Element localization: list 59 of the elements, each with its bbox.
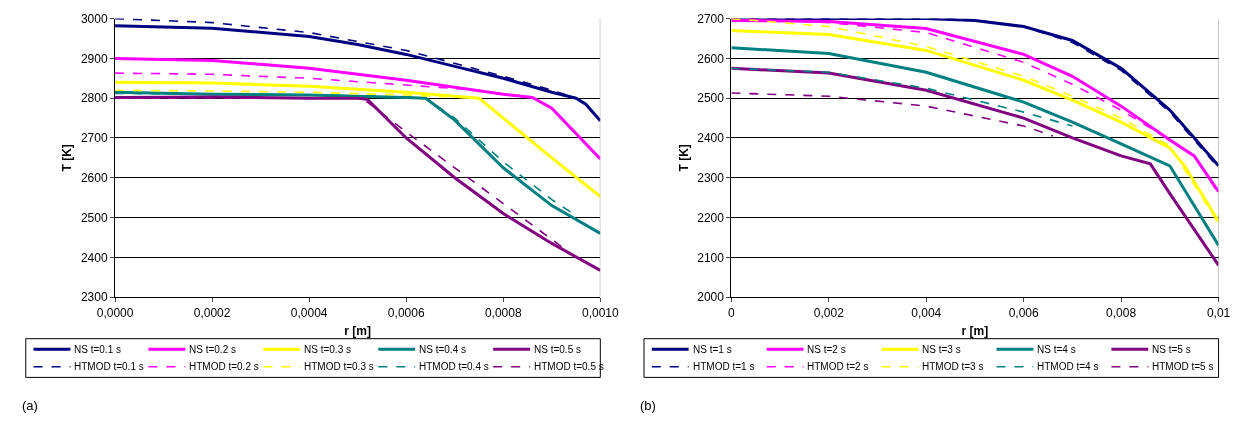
legend-label: NS t=2 s (807, 344, 846, 355)
y-axis-title: T [K] (676, 144, 691, 172)
y-tick-label: 2300 (697, 170, 725, 185)
legend-label: NS t=5 s (1152, 344, 1191, 355)
legend-label: NS t=0.4 s (419, 344, 466, 355)
legend-label: NS t=0.3 s (304, 344, 351, 355)
x-tick-label: 0 (728, 305, 735, 320)
legend-label: NS t=0.1 s (74, 344, 121, 355)
legend-label: NS t=4 s (1037, 344, 1076, 355)
y-tick-label: 2300 (80, 290, 108, 305)
x-tick-label: 0,0010 (581, 305, 619, 320)
y-tick-label: 2600 (697, 51, 725, 66)
x-axis-title: r [m] (961, 324, 989, 339)
line-series (731, 66, 1219, 267)
legend-label: HTMOD t=5 s (1152, 361, 1214, 372)
line-series (115, 80, 601, 198)
legend-label: HTMOD t=4 s (1037, 361, 1099, 372)
y-axis-title: T [K] (60, 144, 75, 172)
legend-label: HTMOD t=1 s (693, 361, 755, 372)
line-series (731, 92, 1054, 137)
legend-label: HTMOD t=0.3 s (304, 361, 374, 372)
y-tick-label: 2700 (80, 131, 108, 146)
legend-label: HTMOD t=0.1 s (74, 361, 144, 372)
x-tick-label: 0,0002 (193, 305, 231, 320)
legend-label: HTMOD t=2 s (807, 361, 869, 372)
legend-label: NS t=1 s (693, 344, 732, 355)
x-tick-label: 0,0006 (387, 305, 425, 320)
legend-label: NS t=0.5 s (534, 344, 581, 355)
legend-label: HTMOD t=0.5 s (534, 361, 604, 372)
line-series (731, 46, 1219, 247)
y-tick-label: 3000 (80, 11, 108, 26)
y-tick-label: 2800 (80, 91, 108, 106)
line-series (115, 56, 601, 161)
y-tick-label: 2700 (697, 11, 725, 26)
x-tick-label: 0,006 (1008, 305, 1040, 320)
x-tick-label: 0,008 (1106, 305, 1137, 320)
text: (b) (640, 398, 656, 413)
y-tick-label: 2100 (697, 250, 725, 265)
x-tick-label: 0,004 (911, 305, 942, 320)
legend-label: NS t=3 s (922, 344, 961, 355)
legend-label: HTMOD t=0.4 s (419, 361, 489, 372)
y-tick-label: 2400 (80, 250, 108, 265)
x-tick-label: 0,0004 (290, 305, 328, 320)
y-tick-label: 2000 (697, 290, 725, 305)
y-tick-label: 2600 (80, 170, 108, 185)
text: (a) (22, 398, 38, 413)
x-tick-label: 0,0008 (484, 305, 522, 320)
x-tick-label: 0,002 (813, 305, 845, 320)
y-tick-label: 2200 (697, 210, 725, 225)
y-tick-label: 2400 (697, 131, 725, 146)
legend-label: NS t=0.2 s (189, 344, 236, 355)
y-tick-label: 2500 (80, 210, 108, 225)
legend-label: HTMOD t=3 s (922, 361, 984, 372)
y-tick-label: 2500 (697, 91, 725, 106)
x-axis-title: r [m] (344, 324, 372, 339)
x-tick-label: 0,01 (1206, 305, 1231, 320)
y-tick-label: 2900 (80, 51, 108, 66)
x-tick-label: 0,0000 (96, 305, 134, 320)
legend-label: HTMOD t=0.2 s (189, 361, 259, 372)
